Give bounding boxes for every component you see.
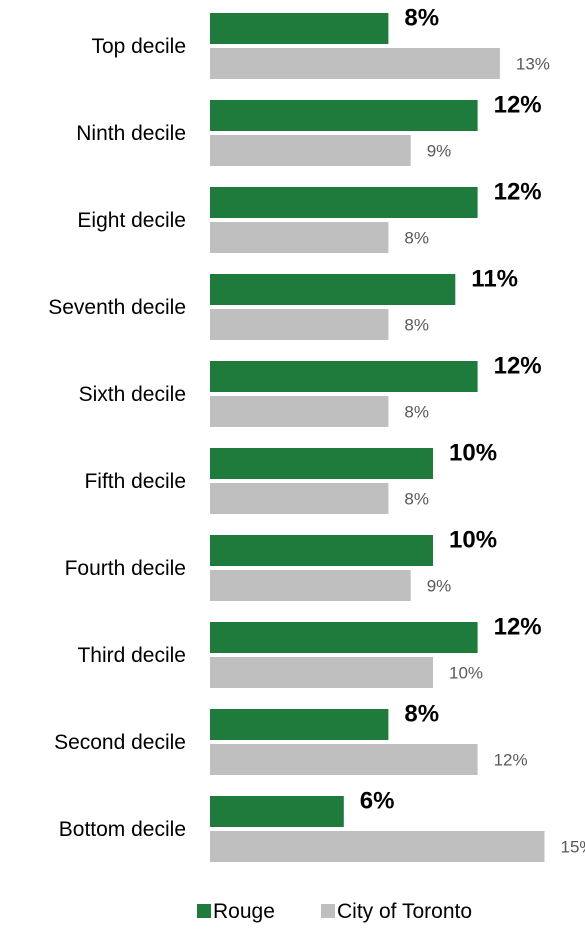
bar-rouge-ninth-decile [210, 100, 478, 131]
legend-label-city-of-toronto: City of Toronto [337, 900, 472, 923]
bar-city-of-toronto-third-decile [210, 657, 433, 688]
bar-rouge-eight-decile [210, 187, 478, 218]
category-label-sixth-decile: Sixth decile [79, 383, 186, 406]
category-label-third-decile: Third decile [77, 644, 186, 667]
bar-rouge-fifth-decile [210, 448, 433, 479]
bar-rouge-bottom-decile [210, 796, 344, 827]
legend-label-rouge: Rouge [213, 900, 275, 923]
value-label-rouge-seventh-decile: 11% [471, 265, 518, 292]
value-label-rouge-third-decile: 12% [494, 613, 542, 640]
value-label-city-of-toronto-top-decile: 13% [516, 55, 550, 74]
bar-city-of-toronto-top-decile [210, 48, 500, 79]
category-label-top-decile: Top decile [91, 35, 186, 58]
legend: Rouge City of Toronto [197, 900, 472, 923]
bar-city-of-toronto-fifth-decile [210, 483, 389, 514]
bar-rouge-second-decile [210, 709, 389, 740]
category-label-fifth-decile: Fifth decile [84, 470, 186, 493]
value-label-city-of-toronto-eight-decile: 8% [404, 229, 429, 248]
value-label-rouge-eight-decile: 12% [494, 178, 542, 205]
value-label-city-of-toronto-fifth-decile: 8% [404, 490, 429, 509]
bar-city-of-toronto-ninth-decile [210, 135, 411, 166]
category-label-fourth-decile: Fourth decile [65, 557, 186, 580]
bar-city-of-toronto-bottom-decile [210, 831, 545, 862]
category-label-eight-decile: Eight decile [77, 209, 186, 232]
category-label-ninth-decile: Ninth decile [76, 122, 186, 145]
value-label-rouge-fourth-decile: 10% [449, 526, 497, 553]
value-label-city-of-toronto-ninth-decile: 9% [427, 142, 452, 161]
bar-city-of-toronto-eight-decile [210, 222, 389, 253]
value-label-rouge-second-decile: 8% [404, 700, 439, 727]
labels-layer: Top decile 8% 13% Ninth decile 12% 9% Eight de… [48, 4, 585, 856]
legend-swatch-rouge [197, 904, 211, 918]
value-label-rouge-bottom-decile: 6% [360, 787, 395, 814]
bar-city-of-toronto-second-decile [210, 744, 478, 775]
value-label-city-of-toronto-seventh-decile: 8% [404, 316, 429, 335]
category-label-seventh-decile: Seventh decile [48, 296, 186, 319]
value-label-rouge-top-decile: 8% [404, 4, 439, 31]
bar-city-of-toronto-sixth-decile [210, 396, 389, 427]
legend-swatch-city-of-toronto [321, 904, 335, 918]
value-label-rouge-sixth-decile: 12% [494, 352, 542, 379]
bar-city-of-toronto-fourth-decile [210, 570, 411, 601]
value-label-city-of-toronto-second-decile: 12% [494, 751, 528, 770]
value-label-city-of-toronto-sixth-decile: 8% [404, 403, 429, 422]
bar-rouge-seventh-decile [210, 274, 456, 305]
bar-rouge-fourth-decile [210, 535, 433, 566]
category-label-second-decile: Second decile [54, 731, 186, 754]
value-label-city-of-toronto-fourth-decile: 9% [427, 577, 452, 596]
bar-rouge-top-decile [210, 13, 389, 44]
bar-rouge-third-decile [210, 622, 478, 653]
bars-layer [210, 13, 545, 862]
bar-rouge-sixth-decile [210, 361, 478, 392]
value-label-city-of-toronto-third-decile: 10% [449, 664, 483, 683]
category-label-bottom-decile: Bottom decile [59, 818, 186, 841]
value-label-rouge-ninth-decile: 12% [494, 91, 542, 118]
bar-city-of-toronto-seventh-decile [210, 309, 389, 340]
value-label-city-of-toronto-bottom-decile: 15% [561, 838, 585, 857]
value-label-rouge-fifth-decile: 10% [449, 439, 497, 466]
